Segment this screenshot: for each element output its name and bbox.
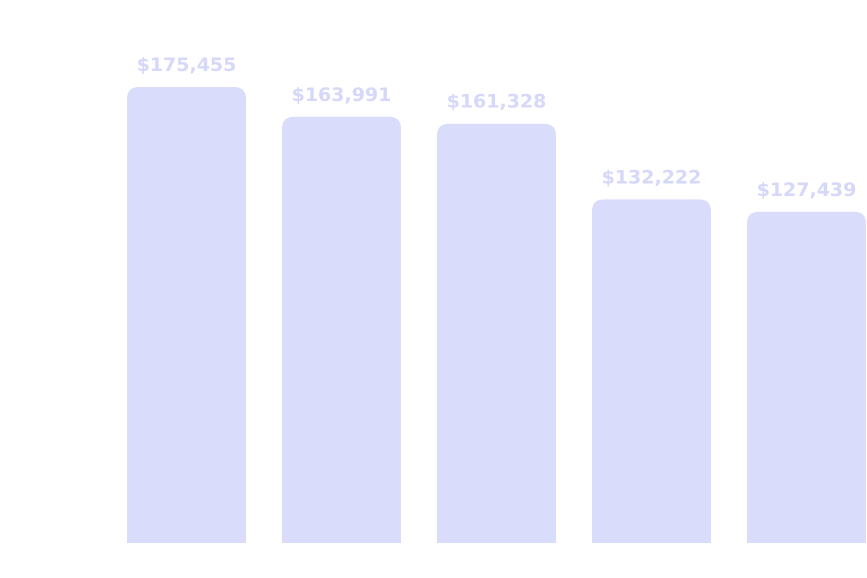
labels-group: $175,455 $163,991 $161,328 $132,222 $127,439 [137,54,857,201]
bar-3 [437,123,556,544]
bar-4 [592,199,711,543]
bar-1 [127,87,246,543]
bar-value-label-4: $132,222 [602,166,702,188]
bar-value-label-3: $161,328 [447,91,547,113]
bar-5 [747,211,866,544]
bar-2 [282,116,401,544]
bar-value-label-1: $175,455 [137,54,237,76]
bar-value-label-5: $127,439 [757,179,857,201]
bars-group [127,87,866,544]
bar-value-label-2: $163,991 [292,84,392,106]
